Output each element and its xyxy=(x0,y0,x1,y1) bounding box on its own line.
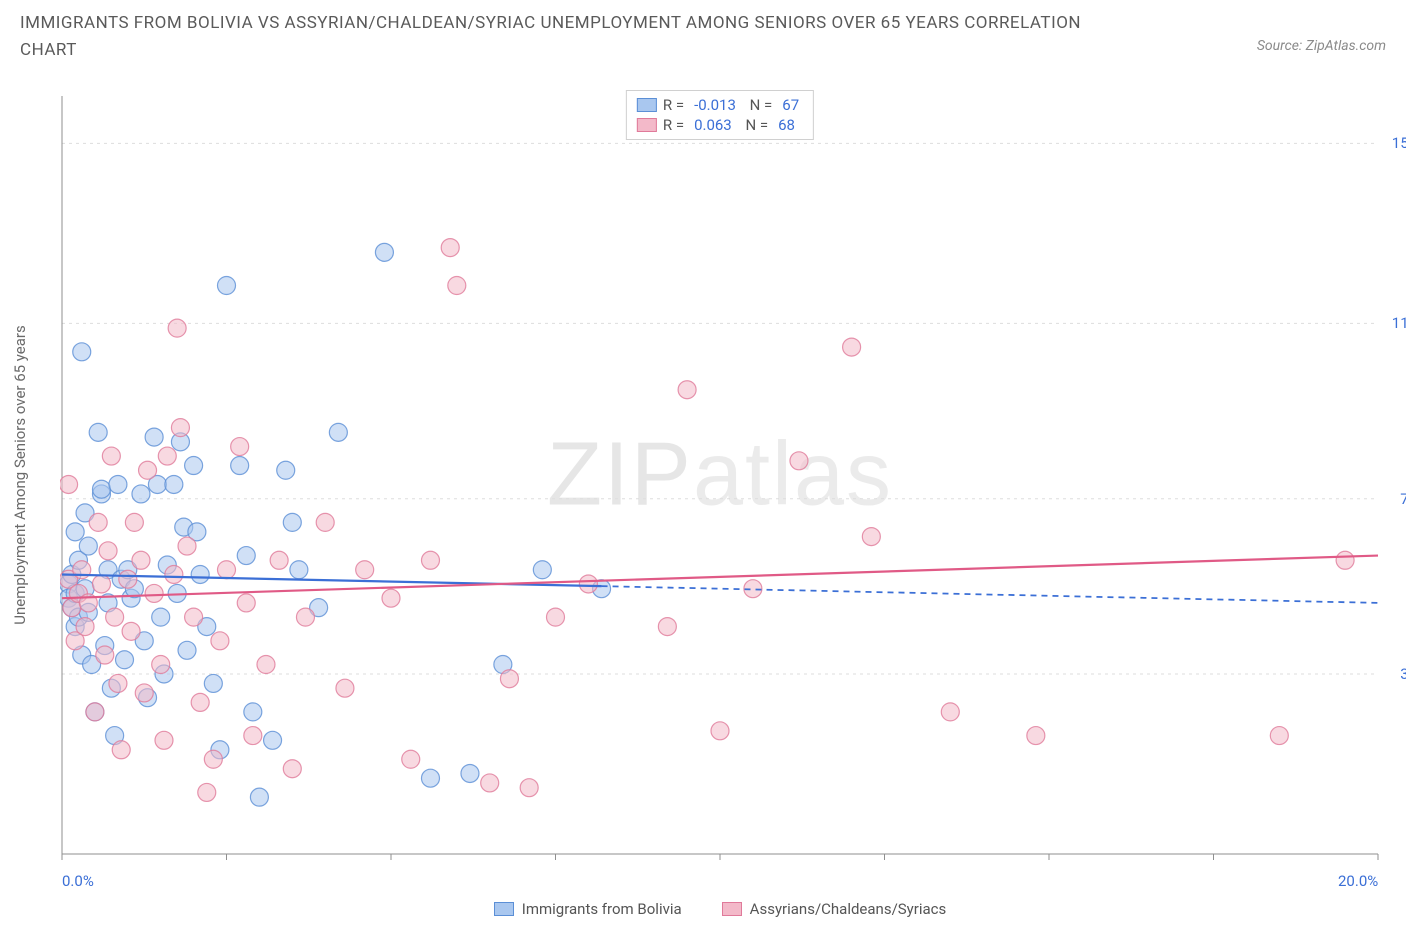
chart-title: IMMIGRANTS FROM BOLIVIA VS ASSYRIAN/CHAL… xyxy=(20,10,1120,64)
x-tick-label: 20.0% xyxy=(1338,872,1378,890)
legend-label: Immigrants from Bolivia xyxy=(522,900,682,918)
y-tick-label: 7.5% xyxy=(1400,490,1406,508)
x-tick-label: 0.0% xyxy=(62,872,94,890)
y-tick-label: 15.0% xyxy=(1392,134,1406,152)
y-axis-label: Unemployment Among Seniors over 65 years xyxy=(11,325,29,624)
n-label: N = xyxy=(742,116,768,134)
legend-swatch xyxy=(722,902,742,916)
legend-item: Immigrants from Bolivia xyxy=(494,900,682,918)
n-value: 67 xyxy=(778,96,803,114)
legend-swatch xyxy=(637,118,657,132)
legend-stat-row: R = 0.063 N = 68 xyxy=(637,115,803,135)
legend-stat-row: R = -0.013 N = 67 xyxy=(637,95,803,115)
r-value: -0.013 xyxy=(690,96,740,114)
r-label: R = xyxy=(663,96,684,114)
plot-area: Unemployment Among Seniors over 65 years… xyxy=(60,90,1380,860)
legend-label: Assyrians/Chaldeans/Syriacs xyxy=(750,900,947,918)
legend-bottom: Immigrants from Bolivia Assyrians/Chaldea… xyxy=(60,900,1380,918)
legend-swatch xyxy=(637,98,657,112)
r-label: R = xyxy=(663,116,684,134)
scatter-plot-svg xyxy=(60,90,1380,860)
y-tick-label: 11.2% xyxy=(1392,314,1406,332)
legend-swatch xyxy=(494,902,514,916)
n-label: N = xyxy=(746,96,772,114)
source-label: Source: ZipAtlas.com xyxy=(1257,10,1386,54)
n-value: 68 xyxy=(774,116,799,134)
y-tick-label: 3.8% xyxy=(1400,665,1406,683)
r-value: 0.063 xyxy=(690,116,736,134)
legend-item: Assyrians/Chaldeans/Syriacs xyxy=(722,900,947,918)
legend-stats: R =-0.013 N =67R =0.063 N =68 xyxy=(626,90,814,140)
